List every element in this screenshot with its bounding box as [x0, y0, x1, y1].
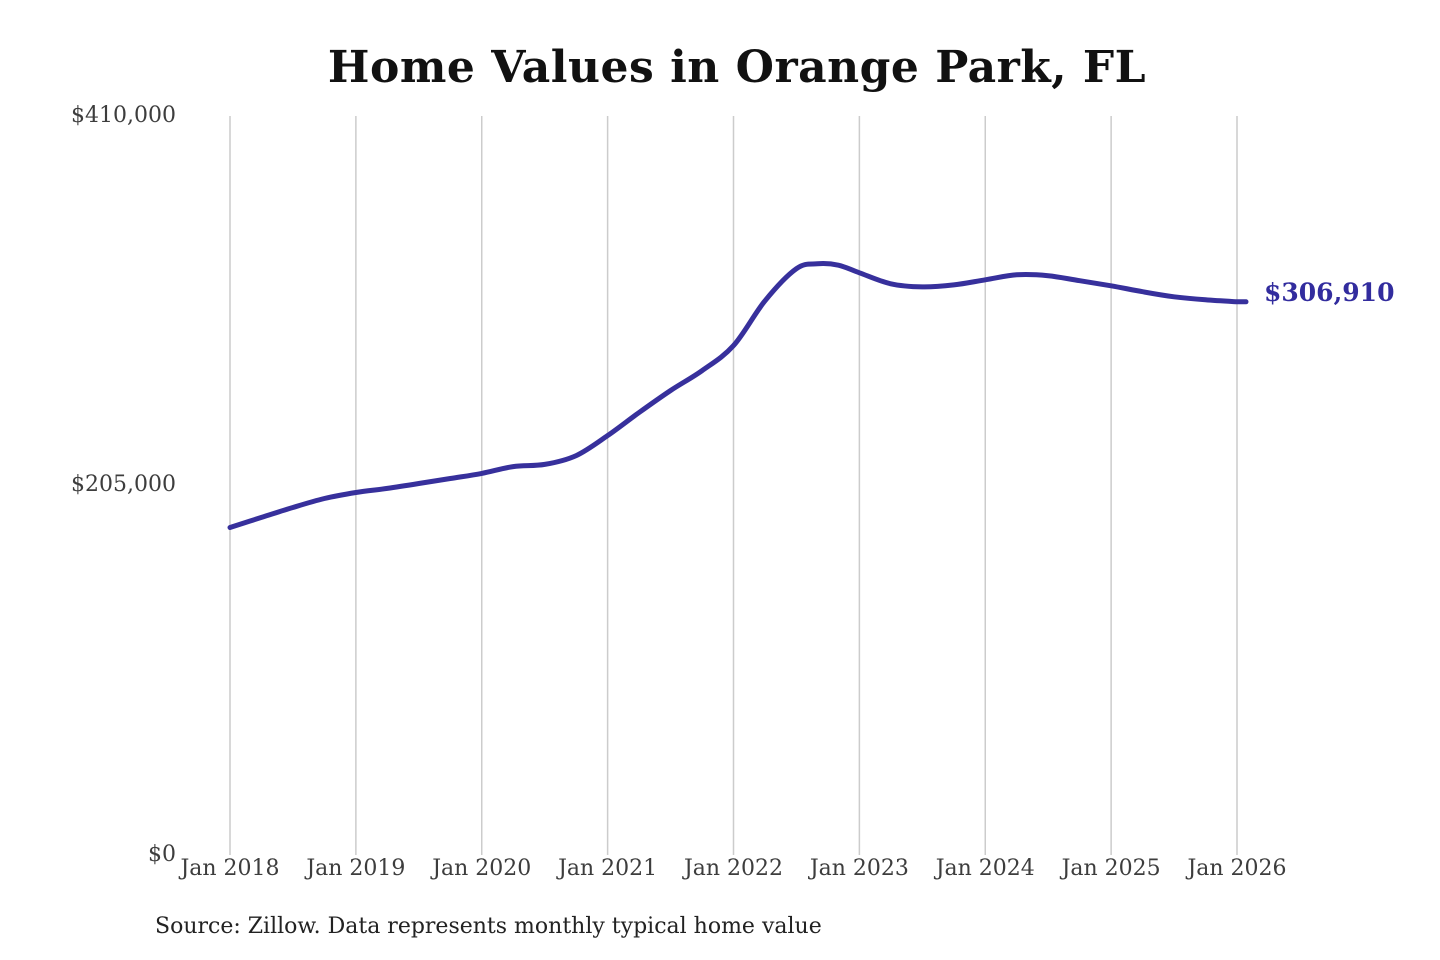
source-note: Source: Zillow. Data represents monthly … — [155, 914, 822, 939]
x-tick-label-2018: Jan 2018 — [180, 856, 280, 881]
chart-title: Home Values in Orange Park, FL — [327, 42, 1147, 93]
x-tick-label-2023: Jan 2023 — [809, 856, 909, 881]
x-tick-label-2025: Jan 2025 — [1061, 856, 1161, 881]
x-tick-label-2019: Jan 2019 — [306, 856, 406, 881]
price-line — [227, 261, 1249, 530]
current-value-label: $306,910 — [1264, 278, 1395, 307]
x-tick-label-2024: Jan 2024 — [935, 856, 1035, 881]
x-tick-label-2026: Jan 2026 — [1187, 856, 1287, 881]
x-tick-label-2022: Jan 2022 — [683, 856, 784, 881]
y-tick-label-205000: $205,000 — [71, 472, 176, 497]
x-tick-label-2020: Jan 2020 — [432, 856, 532, 881]
x-tick-label-2021: Jan 2021 — [558, 856, 658, 881]
y-tick-label-410000: $410,000 — [71, 103, 176, 128]
y-tick-label-0: $0 — [148, 842, 176, 867]
gridlines — [229, 116, 1238, 855]
